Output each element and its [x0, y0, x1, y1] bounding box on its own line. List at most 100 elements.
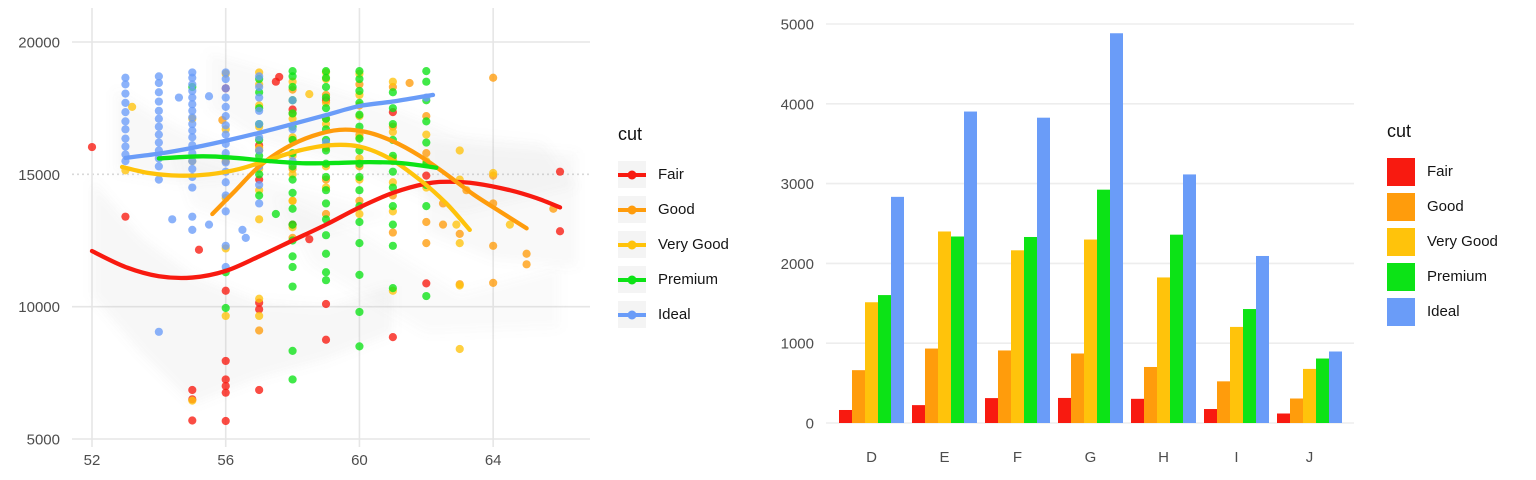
scatter-point [255, 82, 264, 92]
legend-entry: Premium [618, 262, 729, 297]
scatter-point [388, 228, 397, 237]
bar [951, 236, 964, 423]
scatter-point [154, 175, 163, 184]
x-axis-tick-label: 60 [351, 452, 368, 469]
scatter-point [121, 73, 130, 82]
scatter-point [221, 84, 230, 93]
scatter-point [121, 89, 130, 98]
scatter-point [288, 220, 297, 229]
scatter-point [321, 73, 331, 82]
scatter-point [188, 68, 197, 77]
scatter-point [321, 93, 331, 102]
scatter-point [321, 231, 331, 240]
scatter-point [422, 239, 431, 248]
scatter-point [288, 188, 297, 197]
scatter-point [288, 125, 297, 134]
legend-entry: Fair [618, 157, 729, 192]
scatter-point [221, 74, 230, 84]
x-axis-tick-label: F [1013, 449, 1022, 466]
legend-entry: Ideal [618, 297, 729, 332]
scatter-point [154, 78, 163, 88]
scatter-point [255, 93, 264, 102]
scatter-point [255, 305, 264, 314]
scatter-point [422, 279, 431, 288]
scatter-point [455, 344, 464, 354]
scatter-point [154, 97, 163, 106]
bar [1303, 368, 1316, 423]
scatter-point [288, 262, 297, 272]
confidence-ribbon [275, 195, 561, 334]
scatter-point [188, 396, 197, 405]
scatter-point [288, 346, 297, 355]
scatter-point [321, 199, 331, 208]
scatter-point [188, 133, 197, 142]
legend-label: Premium [658, 271, 719, 288]
scatter-point [221, 241, 230, 250]
bar [1316, 358, 1329, 423]
scatter-point [321, 172, 331, 182]
y-axis-tick-label: 15000 [18, 167, 60, 184]
bar [1183, 174, 1196, 423]
scatter-point [489, 278, 498, 287]
x-axis-tick-label: E [939, 449, 949, 466]
scatter-point [555, 167, 565, 176]
scatter-point [288, 175, 297, 184]
scatter-point [188, 126, 197, 135]
legend-title: cut [1387, 121, 1412, 141]
scatter-point [438, 220, 448, 229]
grouped-bar-chart: 0 1000 2000 3000 4000 5000 D E F G H I J [781, 17, 1354, 466]
bar [852, 370, 865, 423]
scatter-point [305, 90, 314, 99]
scatter-point [174, 93, 184, 102]
legend-entry: Ideal [1387, 294, 1498, 329]
scatter-point [422, 171, 431, 180]
scatter-point [422, 77, 431, 86]
scatter-point [321, 186, 331, 195]
scatter-point [555, 227, 565, 236]
bar [1110, 33, 1123, 423]
scatter-point [388, 241, 397, 250]
scatter-point [121, 212, 130, 221]
legend-label: Good [658, 201, 695, 218]
bar [1058, 397, 1071, 423]
scatter-point [388, 284, 397, 293]
scatter-point [188, 212, 197, 221]
scatter-point [305, 235, 314, 244]
scatter-point [355, 67, 364, 76]
x-axis-tick-label: J [1306, 449, 1314, 466]
scatter-point [154, 72, 163, 81]
scatter-point [221, 130, 230, 139]
scatter-point [321, 82, 331, 92]
scatter-point [255, 170, 264, 179]
scatter-point [388, 183, 397, 192]
scatter-point [422, 291, 431, 301]
scatter-point [121, 125, 130, 134]
bar [938, 231, 951, 423]
scatter-point [355, 134, 364, 143]
scatter-point [154, 106, 163, 115]
legend-entry: Very Good [1387, 224, 1498, 259]
smooth-line [210, 127, 529, 231]
scatter-point [388, 201, 397, 211]
scatter-point [288, 252, 297, 261]
bar [839, 409, 852, 423]
scatter-point [154, 122, 163, 131]
scatter-point [255, 215, 264, 224]
scatter-point [255, 294, 264, 303]
legend-key-swatch [1387, 192, 1415, 221]
scatter-point [154, 162, 163, 171]
scatter-point [194, 245, 204, 254]
scatter-point [154, 114, 163, 123]
scatter-point [188, 100, 197, 109]
scatter-point [188, 164, 197, 174]
scatter-point [422, 130, 431, 139]
bar [1037, 117, 1050, 423]
scatter-point [321, 67, 331, 76]
legend-key-swatch [1387, 157, 1415, 186]
scatter-point [321, 268, 331, 277]
legend-label: Fair [1427, 163, 1453, 180]
scatter-point [355, 270, 364, 280]
scatter-point [221, 121, 230, 130]
scatter-point [87, 142, 97, 152]
